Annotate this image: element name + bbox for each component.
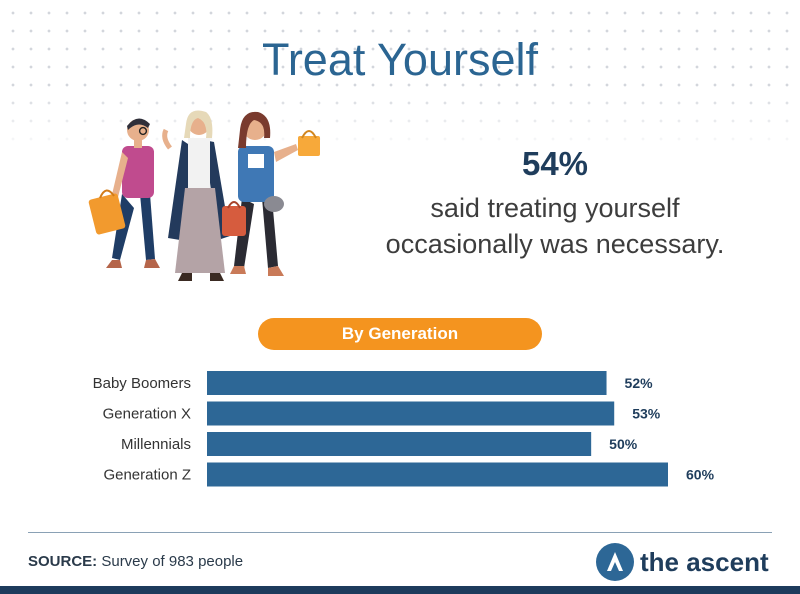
shoppers-illustration: [88, 110, 320, 281]
by-generation-label: By Generation: [258, 318, 542, 350]
bar: [207, 462, 668, 487]
headline-stat-text: said treating yourself occasionally was …: [330, 190, 780, 262]
bar: [207, 401, 615, 426]
shopper-middle-figure: [162, 110, 230, 281]
source-note: SOURCE: Survey of 983 people: [28, 553, 243, 570]
footer-band: [0, 586, 800, 594]
category-label: Baby Boomers: [93, 375, 191, 392]
category-label: Generation Z: [103, 467, 191, 484]
category-label: Generation X: [103, 406, 191, 423]
bar: [207, 432, 592, 456]
headline-stat-line-1: said treating yourself: [430, 193, 680, 223]
shopper-left-figure: [88, 118, 160, 268]
category-label: Millennials: [121, 436, 191, 453]
value-label: 50%: [609, 436, 638, 452]
bar: [207, 371, 607, 395]
brand-name: the ascent: [640, 547, 769, 577]
value-label: 53%: [632, 406, 661, 422]
value-label: 52%: [625, 375, 654, 391]
ascent-mark-icon: [596, 543, 634, 581]
value-label: 60%: [686, 467, 715, 483]
footer-divider: [28, 532, 772, 533]
shopper-right-figure: [222, 111, 320, 276]
generation-bar-chart: Baby Boomers 52% Generation X 53% Millennial…: [93, 371, 715, 487]
source-text: Survey of 983 people: [101, 553, 244, 570]
source-label: SOURCE:: [28, 553, 98, 570]
infographic-title: Treat Yourself: [262, 34, 538, 85]
headline-stat-value: 54%: [521, 145, 589, 182]
headline-stat-line-2: occasionally was necessary.: [385, 229, 725, 259]
